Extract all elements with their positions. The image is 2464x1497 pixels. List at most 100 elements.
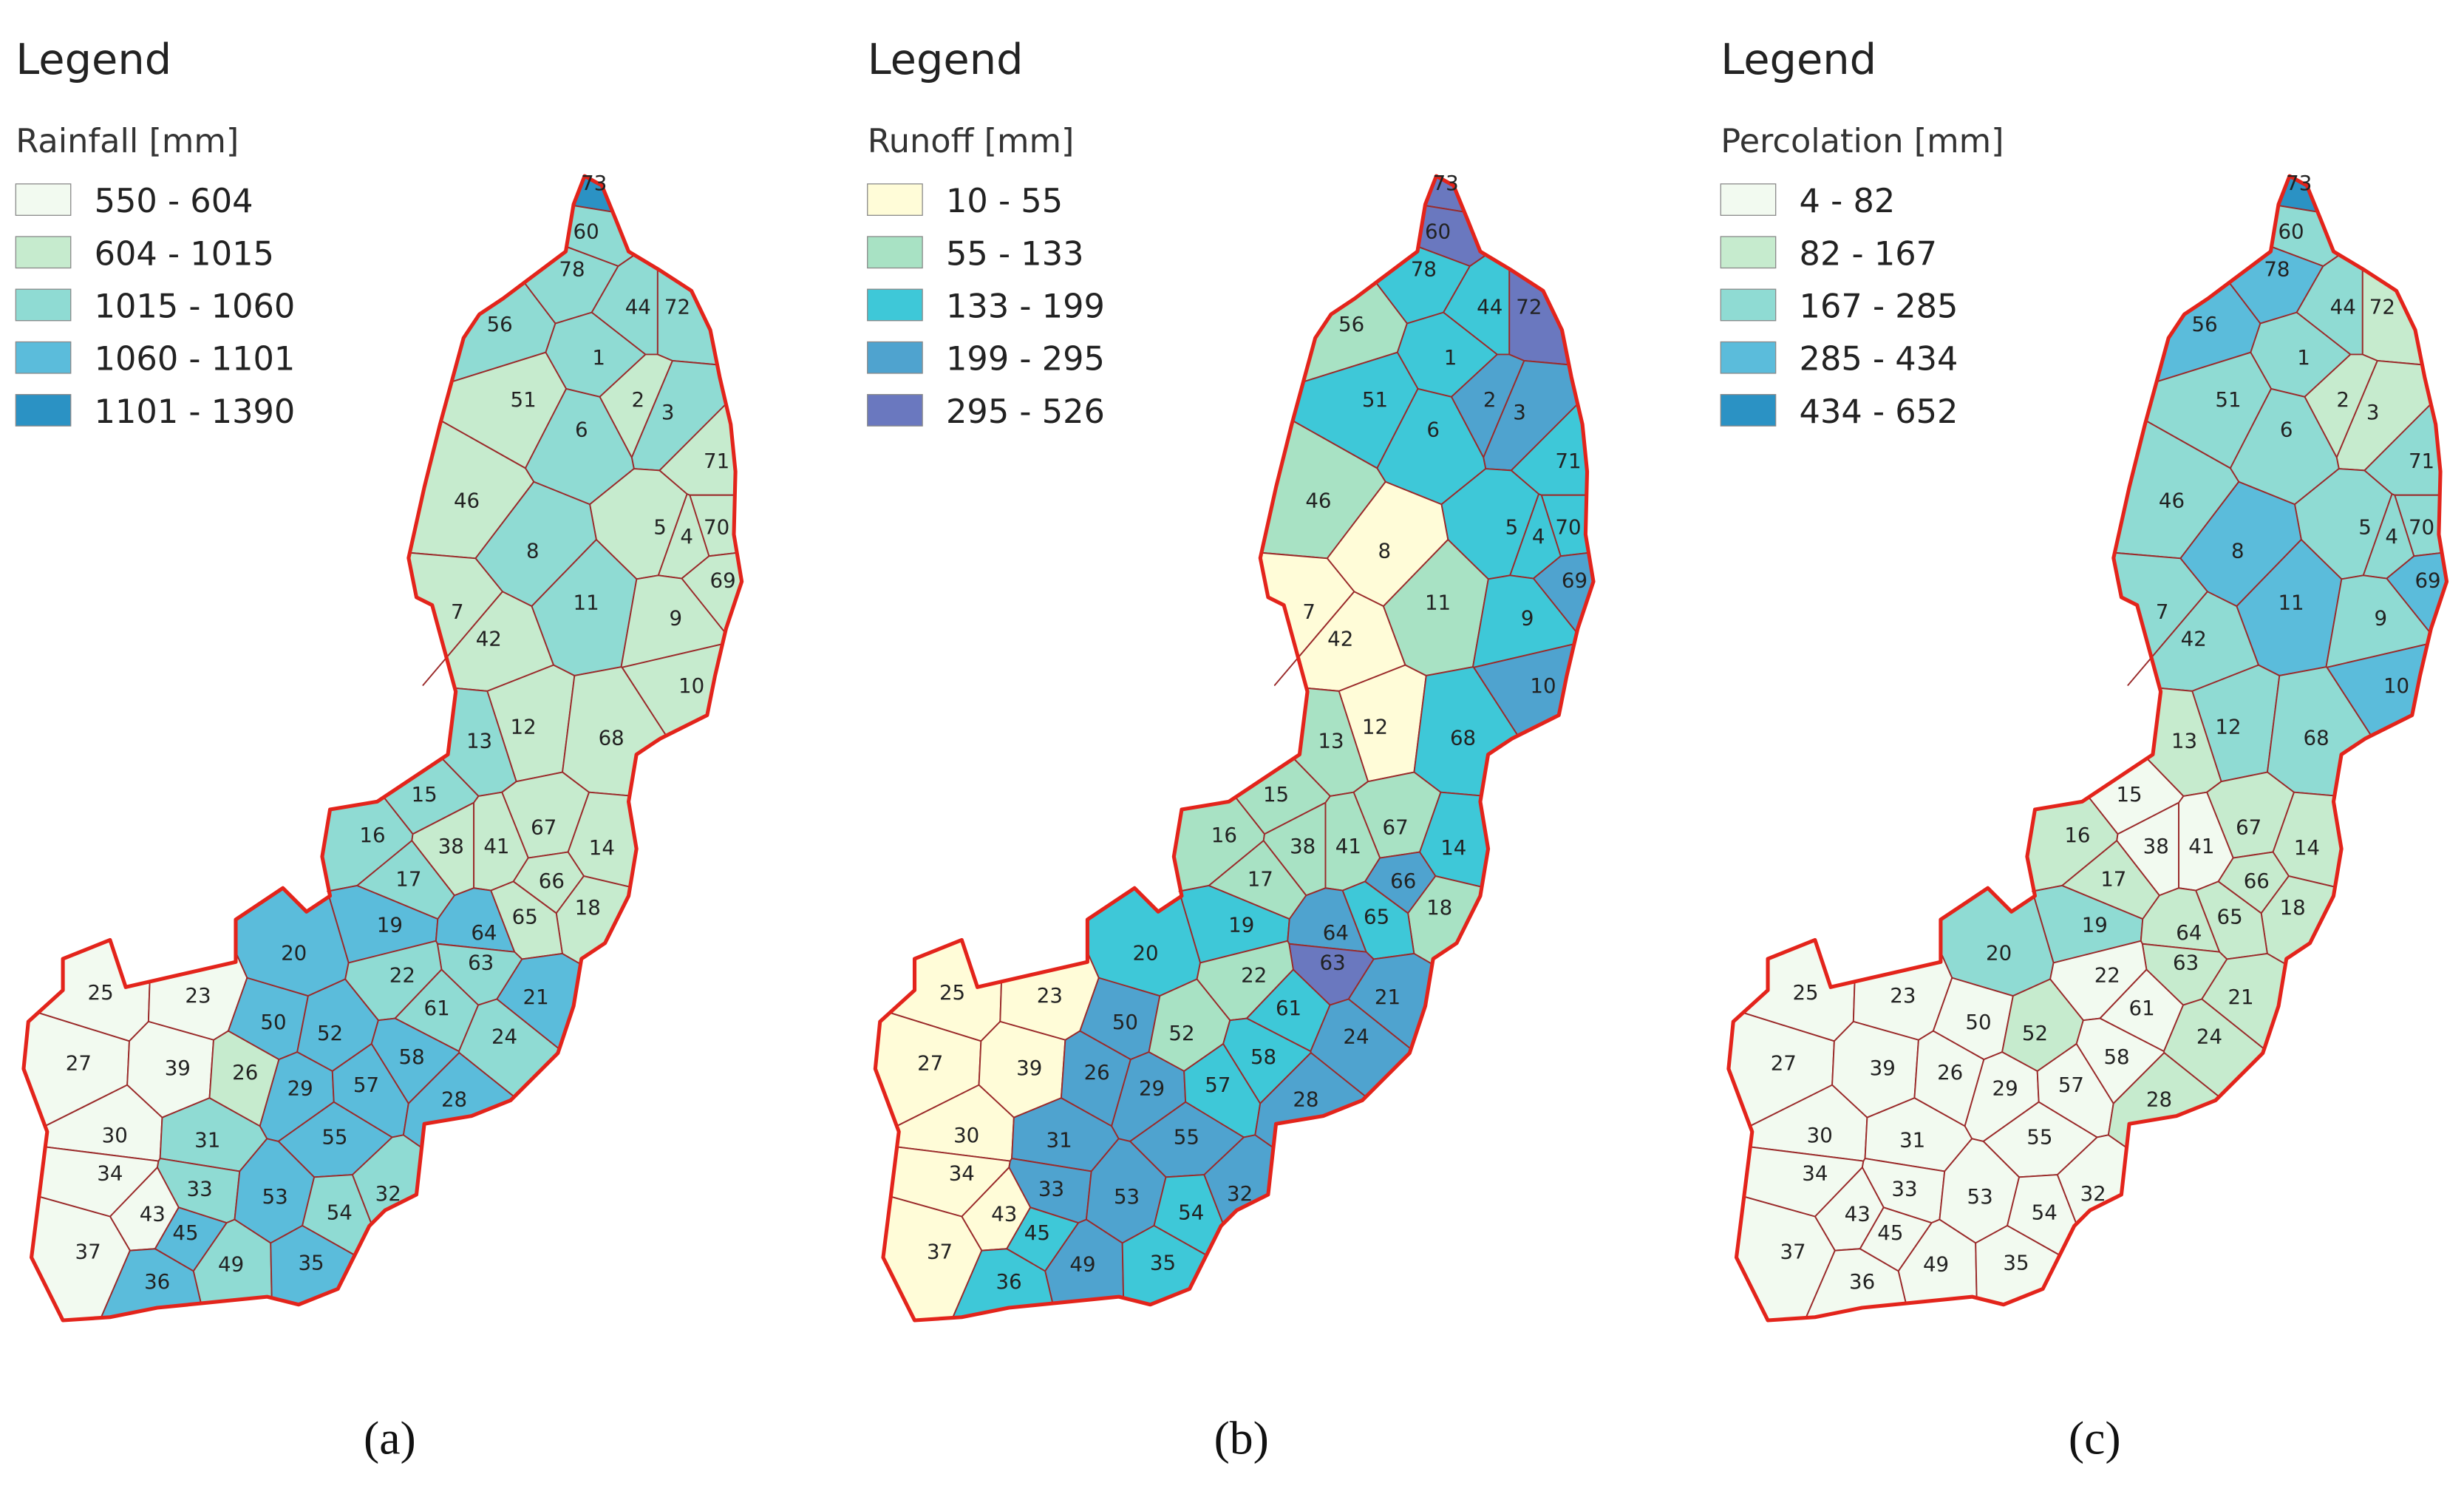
- subbasin-label: 78: [559, 257, 585, 282]
- subbasin-label: 21: [1375, 985, 1401, 1009]
- subbasin-label: 39: [1870, 1056, 1896, 1080]
- subbasin-label: 12: [1362, 714, 1388, 739]
- subbasin-label: 55: [2026, 1124, 2052, 1149]
- subbasin-label: 44: [2330, 295, 2356, 319]
- legend-label: 285 - 434: [1800, 340, 1958, 379]
- subbasin-label: 71: [704, 449, 729, 473]
- legend-swatch: [1720, 341, 1777, 374]
- subbasin-label: 58: [1250, 1045, 1276, 1069]
- subbasin-label: 45: [1877, 1221, 1903, 1245]
- legend-swatch: [15, 183, 72, 216]
- subbasin-label: 35: [1150, 1250, 1176, 1274]
- subbasin-label: 19: [1228, 912, 1254, 937]
- subbasin-label: 19: [377, 912, 403, 937]
- subbasin-label: 69: [710, 568, 736, 593]
- subbasin-label: 22: [389, 963, 415, 987]
- subbasin-label: 4: [2385, 524, 2398, 549]
- subbasin-label: 9: [1521, 606, 1534, 631]
- subbasin-label: 15: [412, 782, 438, 807]
- subbasin-label: 51: [511, 387, 537, 412]
- subbasin-label: 21: [523, 985, 549, 1009]
- legend-swatch: [867, 341, 923, 374]
- legend-swatch: [867, 394, 923, 427]
- subbasin-label: 10: [1530, 673, 1556, 698]
- subbasin-label: 22: [1241, 963, 1267, 987]
- subbasin-label: 39: [1016, 1056, 1042, 1080]
- subbasin-label: 53: [1967, 1184, 1992, 1209]
- subbasin-label: 17: [395, 867, 421, 892]
- legend-swatch: [867, 288, 923, 322]
- subbasin-label: 49: [218, 1252, 244, 1277]
- legend-title: Runoff [mm]: [868, 122, 1075, 160]
- subbasin-label: 54: [2032, 1200, 2058, 1224]
- subbasin-label: 28: [1293, 1087, 1318, 1111]
- subbasin-label: 57: [1205, 1073, 1231, 1097]
- subbasin-label: 24: [1343, 1024, 1369, 1048]
- subbasin-label: 8: [1378, 538, 1391, 563]
- subbasin-label: 8: [526, 538, 540, 563]
- panel-caption: (c): [2069, 1412, 2121, 1464]
- subbasin-label: 52: [2022, 1021, 2048, 1045]
- subbasin-label: 13: [2171, 729, 2197, 753]
- legend-label: 133 - 199: [946, 287, 1105, 325]
- subbasin-label: 61: [424, 996, 450, 1020]
- subbasin-label: 51: [1362, 387, 1388, 412]
- subbasin-label: 69: [2414, 568, 2440, 593]
- subbasin-label: 35: [2003, 1250, 2029, 1274]
- legend-swatch: [15, 394, 72, 427]
- subbasin-label: 20: [281, 941, 307, 965]
- subbasin-label: 34: [949, 1161, 975, 1185]
- subbasin-label: 31: [1046, 1128, 1072, 1153]
- subbasin-label: 18: [1426, 895, 1452, 920]
- subbasin-label: 22: [2094, 963, 2120, 987]
- subbasin-label: 5: [2358, 515, 2372, 539]
- subbasin-label: 66: [539, 869, 565, 893]
- basin-outline: [873, 174, 1596, 1323]
- subbasin-label: 31: [194, 1128, 220, 1153]
- legend-swatch: [867, 183, 923, 216]
- subbasin-label: 42: [2181, 626, 2207, 651]
- subbasin-label: 26: [232, 1060, 258, 1084]
- subbasin-label: 46: [2159, 488, 2185, 512]
- subbasin-label: 25: [939, 980, 965, 1005]
- map-panel: Legend Percolation [mm] 4 - 82 82 - 167 167 …: [1720, 35, 2449, 1464]
- basin-outline: [21, 174, 744, 1323]
- subbasin-label: 63: [1319, 950, 1345, 974]
- subbasin-label: 11: [574, 590, 599, 614]
- subbasin-label: 18: [2280, 895, 2306, 920]
- subbasin-label: 37: [927, 1240, 953, 1264]
- subbasin-label: 70: [704, 515, 729, 539]
- subbasin-label: 35: [298, 1250, 324, 1274]
- legend-swatch: [1720, 236, 1777, 269]
- legend-swatch: [1720, 394, 1777, 427]
- subbasin-label: 71: [2409, 449, 2434, 473]
- subbasin-label: 57: [353, 1073, 379, 1097]
- subbasin-label: 70: [2409, 515, 2434, 539]
- subbasin-label: 72: [1516, 295, 1542, 319]
- subbasin-label: 43: [1845, 1202, 1871, 1226]
- subbasin-label: 72: [2369, 295, 2395, 319]
- subbasin-label: 17: [1248, 867, 1273, 892]
- subbasin-label: 23: [1890, 983, 1916, 1008]
- legend-label: 4 - 82: [1800, 182, 1896, 220]
- subbasin-label: 43: [991, 1202, 1017, 1226]
- subbasin-label: 56: [487, 312, 513, 336]
- subbasin-label: 33: [1038, 1177, 1064, 1201]
- subbasin-label: 68: [1450, 725, 1476, 750]
- subbasin-label: 17: [2100, 867, 2126, 892]
- subbasin-label: 29: [287, 1076, 313, 1100]
- subbasin-label: 1: [592, 345, 605, 370]
- subbasin-label: 68: [599, 725, 624, 750]
- subbasin-label: 25: [88, 980, 114, 1005]
- subbasin-label: 6: [2280, 418, 2293, 442]
- subbasin-label: 14: [589, 835, 615, 860]
- subbasin-label: 78: [2264, 257, 2290, 282]
- legend-heading: Legend: [1721, 35, 1876, 84]
- subbasin-label: 37: [75, 1240, 101, 1264]
- subbasin-label: 7: [451, 600, 464, 624]
- legend-swatch: [1720, 183, 1777, 216]
- subbasin-label: 15: [1263, 782, 1289, 807]
- subbasin-label: 27: [66, 1050, 92, 1075]
- subbasin-label: 36: [1849, 1269, 1875, 1294]
